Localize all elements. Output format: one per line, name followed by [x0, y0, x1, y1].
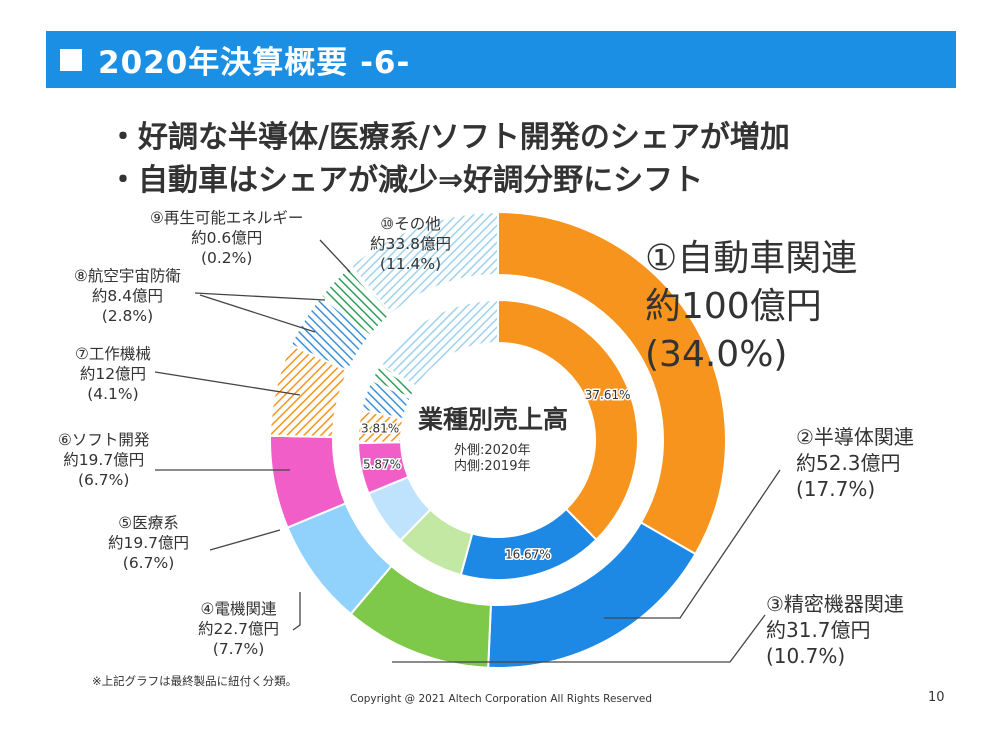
outer-slice-10 — [349, 210, 499, 316]
label-other-amount: 約33.8億円 — [370, 235, 452, 253]
inner-label-2: 16.67% — [505, 548, 551, 562]
label-automotive: ①自動車関連 約100億円 (34.0%) — [645, 235, 857, 379]
label-other-pct: (11.4%) — [379, 255, 442, 273]
label-renewable-pct: (0.2%) — [200, 249, 253, 267]
label-electrical-pct: (7.7%) — [212, 640, 265, 658]
label-medical: ⑤医療系 約19.7億円 (6.7%) — [108, 513, 189, 573]
copyright: Copyright @ 2021 Altech Corporation All … — [350, 693, 653, 705]
label-semiconductor-pct: (17.7%) — [796, 477, 876, 501]
label-electrical-name: ④電機関連 — [200, 600, 277, 618]
leader-line-3 — [392, 614, 766, 663]
label-electrical-amount: 約22.7億円 — [198, 620, 280, 638]
label-other-name: ⑩その他 — [380, 215, 441, 233]
label-medical-name: ⑤医療系 — [118, 514, 179, 532]
label-aerospace-pct: (2.8%) — [101, 307, 154, 325]
bullet-2: ・自動車はシェアが減少⇒好調分野にシフト — [108, 163, 704, 198]
bullet-1: ・好調な半導体/医療系/ソフト開発のシェアが増加 — [108, 120, 790, 155]
label-precision-amount: 約31.7億円 — [766, 618, 871, 642]
label-semiconductor-name: ②半導体関連 — [796, 425, 914, 449]
label-software: ⑥ソフト開発 約19.7億円 (6.7%) — [58, 430, 149, 490]
center-title: 業種別売上高 — [418, 405, 569, 434]
leader-line-7 — [154, 371, 301, 396]
leader-line-9 — [194, 292, 326, 301]
label-electrical: ④電機関連 約22.7億円 (7.7%) — [198, 599, 279, 659]
label-automotive-pct: (34.0%) — [645, 334, 788, 375]
inner-label-1: 37.61% — [585, 388, 631, 402]
footnote: ※上記グラフは最終製品に紐付く分類。 — [92, 674, 298, 688]
label-automotive-amount: 約100億円 — [645, 286, 822, 327]
outer-slice-1 — [497, 210, 727, 556]
label-machine-tools-amount: 約12億円 — [79, 365, 147, 383]
leader-line-10 — [319, 239, 351, 273]
label-medical-pct: (6.7%) — [122, 554, 175, 572]
inner-slice-2 — [459, 507, 598, 581]
label-semiconductor: ②半導体関連 約52.3億円 (17.7%) — [796, 424, 914, 502]
label-machine-tools: ⑦工作機械 約12億円 (4.1%) — [75, 344, 151, 404]
label-aerospace: ⑧航空宇宙防衛 約8.4億円 (2.8%) — [74, 266, 181, 326]
label-aerospace-name: ⑧航空宇宙防衛 — [74, 267, 181, 285]
slide-title: 2020年決算概要 -6- — [98, 45, 411, 81]
label-software-amount: 約19.7億円 — [63, 451, 145, 469]
label-machine-tools-pct: (4.1%) — [87, 385, 139, 403]
leader-line-2 — [604, 469, 781, 619]
label-medical-amount: 約19.7億円 — [108, 534, 190, 552]
title-square-icon — [60, 48, 82, 71]
label-software-pct: (6.7%) — [77, 471, 130, 489]
label-semiconductor-amount: 約52.3億円 — [796, 451, 901, 475]
label-renewable: ⑨再生可能エネルギー 約0.6億円 (0.2%) — [150, 208, 303, 268]
label-aerospace-amount: 約8.4億円 — [91, 287, 164, 305]
label-software-name: ⑥ソフト開発 — [58, 431, 150, 449]
page-number: 10 — [928, 690, 945, 705]
label-precision: ③精密機器関連 約31.7億円 (10.7%) — [766, 591, 904, 669]
slide-title-bar: 2020年決算概要 -6- — [46, 31, 956, 88]
label-other: ⑩その他 約33.8億円 (11.4%) — [370, 214, 451, 274]
label-renewable-amount: 約0.6億円 — [191, 229, 263, 247]
label-machine-tools-name: ⑦工作機械 — [75, 345, 151, 363]
inner-slice-1 — [497, 298, 639, 542]
center-subtitle-inner: 内側:2019年 — [454, 459, 531, 474]
leader-line-4 — [292, 592, 301, 631]
label-precision-name: ③精密機器関連 — [766, 592, 904, 616]
inner-label-6: 3.81% — [361, 421, 399, 435]
inner-slice-10 — [379, 298, 499, 389]
label-renewable-name: ⑨再生可能エネルギー — [150, 209, 304, 227]
label-precision-pct: (10.7%) — [766, 644, 846, 668]
inner-label-5: 5.87% — [363, 457, 401, 471]
label-automotive-name: ①自動車関連 — [645, 238, 858, 279]
leader-line-5 — [209, 529, 281, 551]
leader-line-8 — [199, 294, 316, 333]
center-subtitle-outer: 外側:2020年 — [454, 443, 531, 458]
